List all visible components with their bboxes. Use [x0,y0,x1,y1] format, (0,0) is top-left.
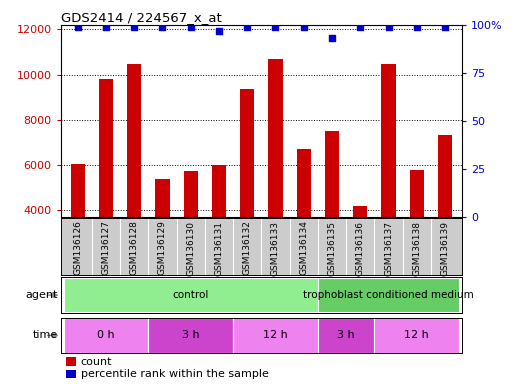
Text: GSM136138: GSM136138 [412,220,421,276]
Text: GSM136134: GSM136134 [299,220,308,275]
Point [441,24,449,30]
Bar [318,318,374,353]
Text: GSM136131: GSM136131 [214,220,223,276]
Text: GSM136139: GSM136139 [440,220,449,276]
Point [130,24,138,30]
Text: count: count [81,357,112,367]
Bar [71,164,84,301]
Text: GSM136130: GSM136130 [186,220,195,276]
Point [412,24,421,30]
Text: 3 h: 3 h [182,330,200,341]
Text: GDS2414 / 224567_x_at: GDS2414 / 224567_x_at [61,11,221,24]
Point [384,24,393,30]
Bar [63,278,318,312]
Bar [233,318,318,353]
Bar [240,89,254,301]
Text: control: control [173,290,209,300]
Text: trophoblast conditioned medium: trophoblast conditioned medium [303,290,474,300]
Text: 3 h: 3 h [337,330,355,341]
Text: GSM136133: GSM136133 [271,220,280,276]
Text: 0 h: 0 h [97,330,115,341]
Bar [374,318,459,353]
Bar [353,206,367,301]
Bar [155,179,169,301]
Bar [325,131,339,301]
Bar [212,165,226,301]
Text: GSM136128: GSM136128 [130,220,139,275]
Bar [184,170,198,301]
Text: GSM136129: GSM136129 [158,220,167,275]
Point [186,24,195,30]
Text: GSM136127: GSM136127 [101,220,110,275]
Text: agent: agent [26,290,58,300]
Bar [268,59,282,301]
Text: 12 h: 12 h [263,330,288,341]
Point [102,24,110,30]
Point [271,24,280,30]
Bar [66,370,76,378]
Bar [148,318,233,353]
Bar [66,357,76,366]
Point [356,24,364,30]
Bar [438,134,452,301]
Point [158,24,167,30]
Point [243,24,251,30]
Text: GSM136137: GSM136137 [384,220,393,276]
Point [215,28,223,34]
Text: time: time [33,330,58,341]
Text: GSM136126: GSM136126 [73,220,82,275]
Point [299,24,308,30]
Bar [318,278,459,312]
Bar [381,65,395,301]
Bar [127,65,142,301]
Text: GSM136135: GSM136135 [327,220,336,276]
Text: percentile rank within the sample: percentile rank within the sample [81,369,269,379]
Point [73,24,82,30]
Bar [297,149,311,301]
Bar [99,79,113,301]
Text: GSM136132: GSM136132 [243,220,252,275]
Bar [410,169,424,301]
Point [328,35,336,41]
Text: GSM136136: GSM136136 [356,220,365,276]
Bar [63,318,148,353]
Text: 12 h: 12 h [404,330,429,341]
